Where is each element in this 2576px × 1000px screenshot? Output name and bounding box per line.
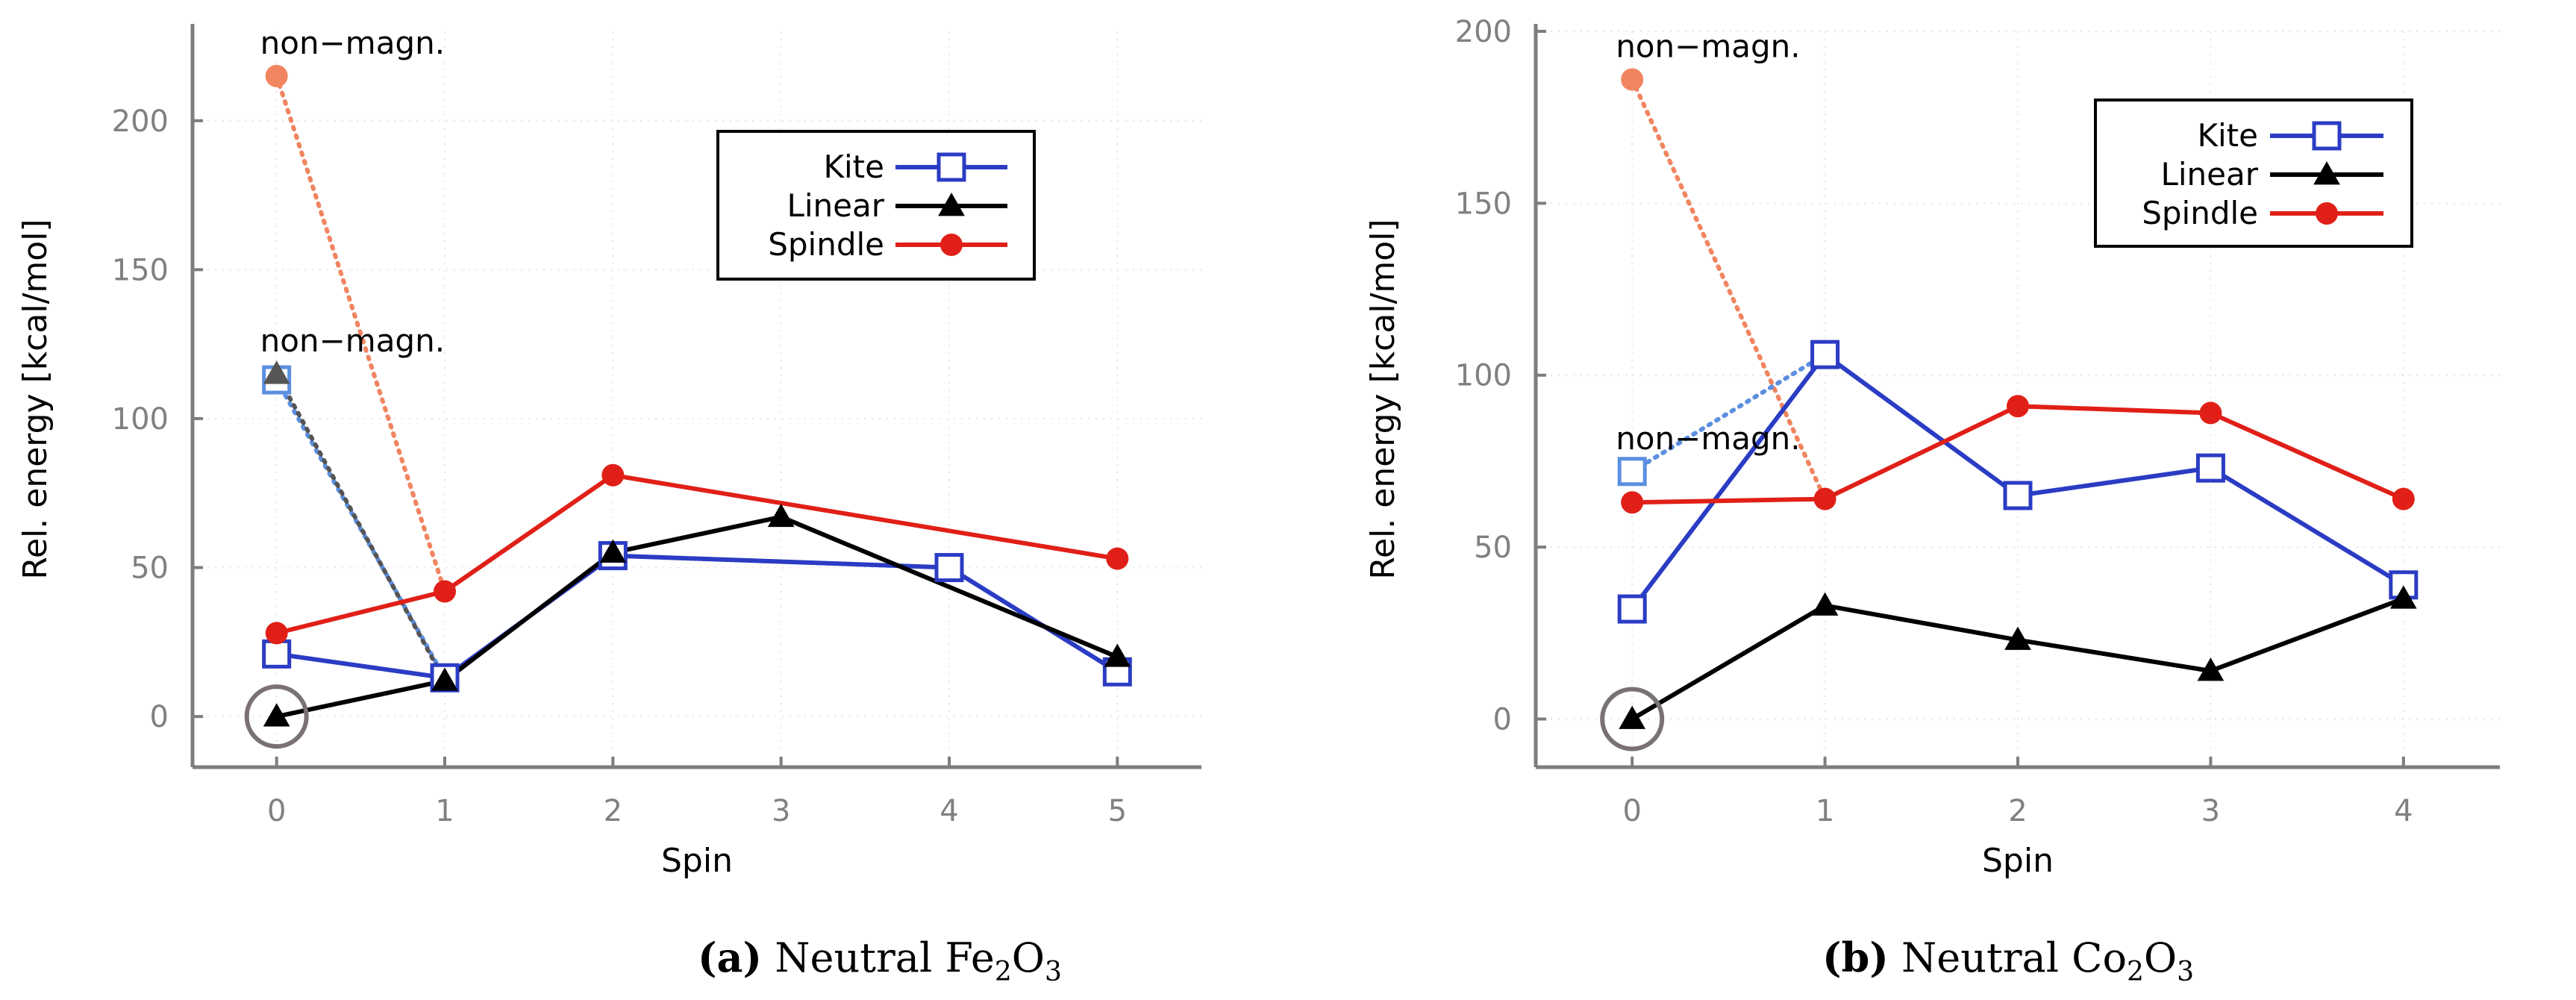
- data-point-spindle: [2392, 487, 2415, 510]
- legend-label-kite: Kite: [823, 149, 884, 185]
- x-tick-label: 4: [2394, 794, 2413, 828]
- data-point-spindle: [1813, 487, 1836, 510]
- caption-label: (a): [698, 934, 762, 981]
- caption: (b) Neutral Co2O3: [1822, 934, 2194, 987]
- data-point-kite: [934, 553, 964, 583]
- data-point-linear: [431, 667, 458, 691]
- x-tick-label: 2: [2008, 794, 2027, 828]
- series-line-linear: [276, 514, 1119, 719]
- legend-marker-kite: [937, 152, 966, 182]
- data-point-linear: [263, 703, 290, 727]
- data-point-kite: [1810, 340, 1840, 369]
- x-tick-label: 4: [940, 794, 958, 828]
- data-point-linear: [1104, 643, 1131, 667]
- y-tick-label: 150: [112, 253, 169, 287]
- legend-marker-spindle: [2316, 202, 2338, 225]
- data-point-spindle: [1106, 547, 1129, 570]
- data-point-kite: [2195, 453, 2225, 483]
- legend-label-spindle: Spindle: [2142, 195, 2258, 231]
- data-point-linear: [599, 539, 627, 563]
- x-tick-label: 0: [267, 794, 286, 828]
- series-line-spindle: [275, 472, 1118, 636]
- legend-label-linear: Linear: [2160, 156, 2258, 193]
- y-tick-label: 200: [1455, 15, 1512, 49]
- caption-element: O: [2144, 934, 2177, 981]
- legend-marker-spindle: [940, 234, 963, 256]
- ground-state-highlight-circle: [244, 684, 309, 749]
- non-magnetic-marker: [1621, 68, 1644, 91]
- caption: (a) Neutral Fe2O3: [698, 934, 1062, 987]
- y-tick-label: 100: [1455, 359, 1512, 393]
- data-point-spindle: [601, 463, 625, 487]
- y-axis-label: Rel. energy [kcal/mol]: [1364, 219, 1402, 579]
- panel-a-fe2o3: 0 50 100 150 200 0 1 2 3 4 5 Spin Rel. energy [kcal/…: [16, 24, 1201, 987]
- y-axis-label: Rel. energy [kcal/mol]: [16, 219, 54, 579]
- data-point-linear: [2389, 585, 2417, 609]
- caption-element: O: [1012, 934, 1045, 981]
- data-point-spindle: [2199, 401, 2222, 425]
- y-tick-label: 200: [112, 104, 169, 139]
- y-tick-label: 50: [1474, 531, 1512, 565]
- data-point-linear: [767, 503, 795, 528]
- data-point-linear: [2197, 657, 2225, 681]
- y-tick-label: 150: [1455, 187, 1512, 221]
- caption-text: Neutral Co: [1889, 934, 2127, 981]
- non-magnetic-marker: [263, 360, 290, 384]
- non-magnetic-marker: [1617, 457, 1647, 487]
- x-tick-label: 1: [435, 794, 454, 828]
- data-point-linear: [1619, 705, 1646, 729]
- caption-label: (b): [1822, 934, 1889, 981]
- y-tick-label: 0: [150, 700, 169, 734]
- legend-marker-kite: [2312, 121, 2342, 151]
- data-point-kite: [1617, 594, 1647, 624]
- x-tick-label: 1: [1816, 794, 1834, 828]
- data-point-spindle: [434, 580, 456, 603]
- non-magnetic-marker: [265, 64, 288, 87]
- legend-marker-linear: [2313, 161, 2340, 185]
- caption-subscript: 3: [2177, 957, 2194, 987]
- y-tick-label: 50: [131, 551, 169, 586]
- x-tick-label: 5: [1108, 794, 1127, 828]
- data-point-spindle: [265, 622, 288, 645]
- caption-subscript: 2: [2127, 957, 2144, 987]
- ground-state-highlight-circle: [1600, 687, 1665, 751]
- x-tick-label: 3: [772, 794, 790, 828]
- non-magnetic-annotation: non−magn.: [1616, 420, 1800, 457]
- caption-text: Neutral Fe: [762, 934, 995, 981]
- x-axis-label: Spin: [1982, 842, 2054, 880]
- legend-label-linear: Linear: [787, 187, 884, 224]
- data-point-spindle: [2007, 395, 2029, 418]
- panel-b-co2o3: 0 50 100 150 200 0 1 2 3 4 Spin Rel. energy [kcal/m…: [1364, 15, 2500, 987]
- x-tick-label: 2: [604, 794, 622, 828]
- y-tick-label: 0: [1493, 702, 1512, 737]
- data-point-spindle: [1621, 491, 1644, 514]
- non-magnetic-annotation: non−magn.: [260, 25, 445, 61]
- non-magnetic-connector: [1630, 77, 1828, 501]
- data-point-kite: [262, 639, 292, 669]
- data-point-linear: [2004, 626, 2031, 650]
- legend-label-spindle: Spindle: [768, 226, 884, 263]
- data-point-linear: [1811, 592, 1839, 616]
- y-tick-label: 100: [112, 402, 169, 437]
- caption-subscript: 3: [1045, 957, 1062, 987]
- non-magnetic-annotation: non−magn.: [1616, 28, 1800, 65]
- non-magnetic-annotation: non−magn.: [260, 322, 445, 359]
- x-axis-label: Spin: [661, 842, 733, 880]
- caption-subscript: 2: [995, 957, 1012, 987]
- data-point-kite: [2003, 481, 2033, 510]
- non-magnetic-connector: [1630, 352, 1828, 474]
- x-tick-label: 3: [2201, 794, 2220, 828]
- series-line-kite: [276, 553, 1119, 681]
- legend-marker-linear: [938, 193, 965, 216]
- non-magnetic-connector: [274, 73, 447, 594]
- legend-label-kite: Kite: [2197, 117, 2258, 154]
- x-tick-label: 0: [1622, 794, 1641, 828]
